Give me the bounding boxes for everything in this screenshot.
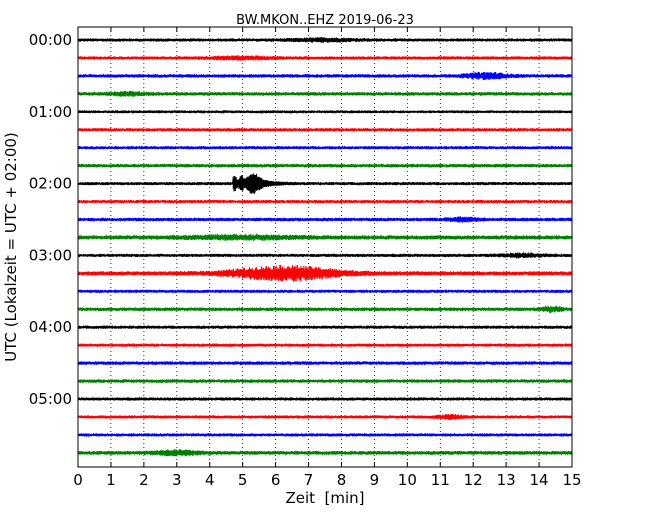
chart-title: BW.MKON..EHZ 2019-06-23 — [236, 13, 414, 28]
plot-frame — [77, 26, 573, 468]
x-tick-label: 10 — [398, 471, 417, 489]
x-tick-label: 8 — [337, 471, 347, 489]
seismogram-trace — [77, 413, 573, 421]
x-tick-label: 12 — [464, 471, 483, 489]
x-tick-label: 4 — [205, 471, 215, 489]
seismogram-trace — [77, 173, 573, 194]
x-tick-label: 1 — [106, 471, 116, 489]
seismogram-trace — [77, 325, 573, 329]
x-gridlines — [110, 27, 540, 467]
seismogram-trace — [77, 128, 573, 132]
seismogram-trace — [77, 71, 573, 81]
x-axis-ticks: 0 1 2 3 4 5 6 7 8 9 10 11 12 13 14 15 — [73, 27, 582, 489]
x-tick-label: 5 — [238, 471, 248, 489]
x-tick-label: 7 — [304, 471, 314, 489]
x-tick-label: 13 — [497, 471, 516, 489]
x-tick-label: 9 — [370, 471, 380, 489]
y-tick-label: 04:00 — [29, 318, 72, 336]
seismogram-trace — [77, 37, 573, 43]
x-tick-label: 3 — [172, 471, 182, 489]
x-tick-label: 0 — [73, 471, 83, 489]
seismogram-trace — [77, 252, 573, 259]
seismogram-trace — [77, 163, 573, 168]
seismogram-trace — [77, 343, 573, 347]
y-tick-label: 00:00 — [29, 31, 72, 49]
seismogram-traces — [77, 37, 573, 457]
seismogram-trace — [77, 90, 573, 97]
seismogram-trace — [77, 233, 573, 241]
seismogram-trace — [77, 361, 573, 365]
seismogram-trace — [77, 264, 573, 282]
seismogram-trace — [77, 305, 573, 314]
x-tick-label: 15 — [562, 471, 581, 489]
seismogram-trace — [77, 433, 573, 437]
seismogram-trace — [77, 289, 573, 294]
seismogram-trace — [77, 379, 573, 383]
seismogram-trace — [77, 145, 573, 150]
seismogram-trace — [77, 110, 573, 114]
seismogram-trace — [77, 216, 573, 223]
y-axis-label: UTC (Lokalzeit = UTC + 02:00) — [2, 132, 20, 362]
y-axis-ticks: 00:00 01:00 02:00 03:00 04:00 05:00 — [29, 31, 572, 408]
seismogram-trace — [77, 55, 573, 61]
y-tick-label: 01:00 — [29, 103, 72, 121]
x-tick-label: 2 — [139, 471, 149, 489]
x-tick-label: 14 — [530, 471, 549, 489]
x-tick-label: 6 — [271, 471, 281, 489]
y-tick-label: 05:00 — [29, 390, 72, 408]
y-tick-label: 03:00 — [29, 246, 72, 264]
x-tick-label: 11 — [431, 471, 450, 489]
seismogram-trace — [77, 449, 573, 457]
seismogram-trace — [77, 397, 573, 401]
x-axis-label: Zeit [min] — [285, 489, 364, 507]
seismogram-trace — [77, 199, 573, 204]
y-tick-label: 02:00 — [29, 175, 72, 193]
